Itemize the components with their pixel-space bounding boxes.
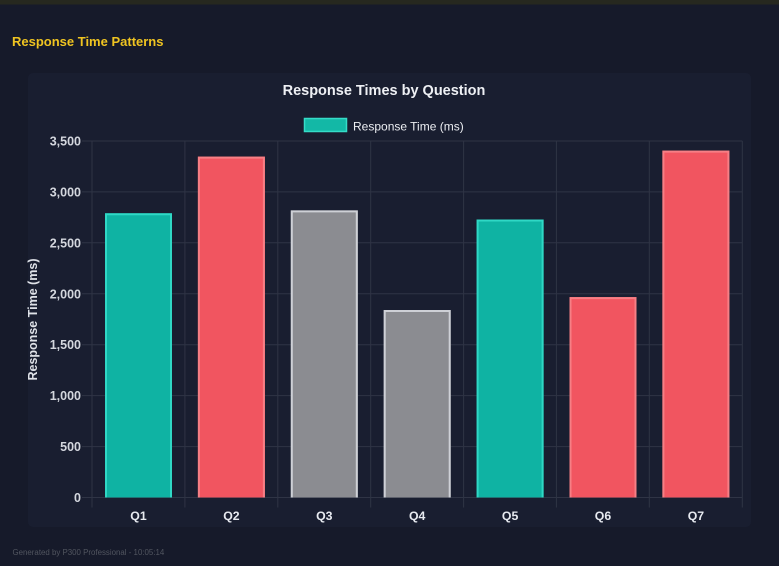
svg-text:Q6: Q6 [595,509,612,523]
svg-text:Q4: Q4 [409,509,426,523]
svg-text:2,500: 2,500 [50,236,81,250]
svg-text:3,000: 3,000 [50,185,81,199]
svg-text:Q5: Q5 [502,509,519,523]
svg-text:Q7: Q7 [688,509,705,523]
svg-text:500: 500 [60,440,81,454]
svg-text:Response Times by Question: Response Times by Question [283,83,486,99]
svg-text:Q3: Q3 [316,509,333,523]
svg-text:1,000: 1,000 [50,389,81,403]
svg-text:2,000: 2,000 [50,287,81,301]
svg-text:Q2: Q2 [223,509,240,523]
svg-text:Response Time Patterns: Response Time Patterns [12,34,163,49]
svg-text:3,500: 3,500 [50,135,81,149]
svg-text:1,500: 1,500 [50,338,81,352]
svg-text:Generated by P300 Professional: Generated by P300 Professional - 10:05:1… [13,548,165,557]
svg-text:Response Time (ms): Response Time (ms) [26,258,40,380]
svg-text:Q1: Q1 [130,509,147,523]
svg-text:Response Time (ms): Response Time (ms) [353,120,464,134]
svg-text:0: 0 [74,491,81,505]
